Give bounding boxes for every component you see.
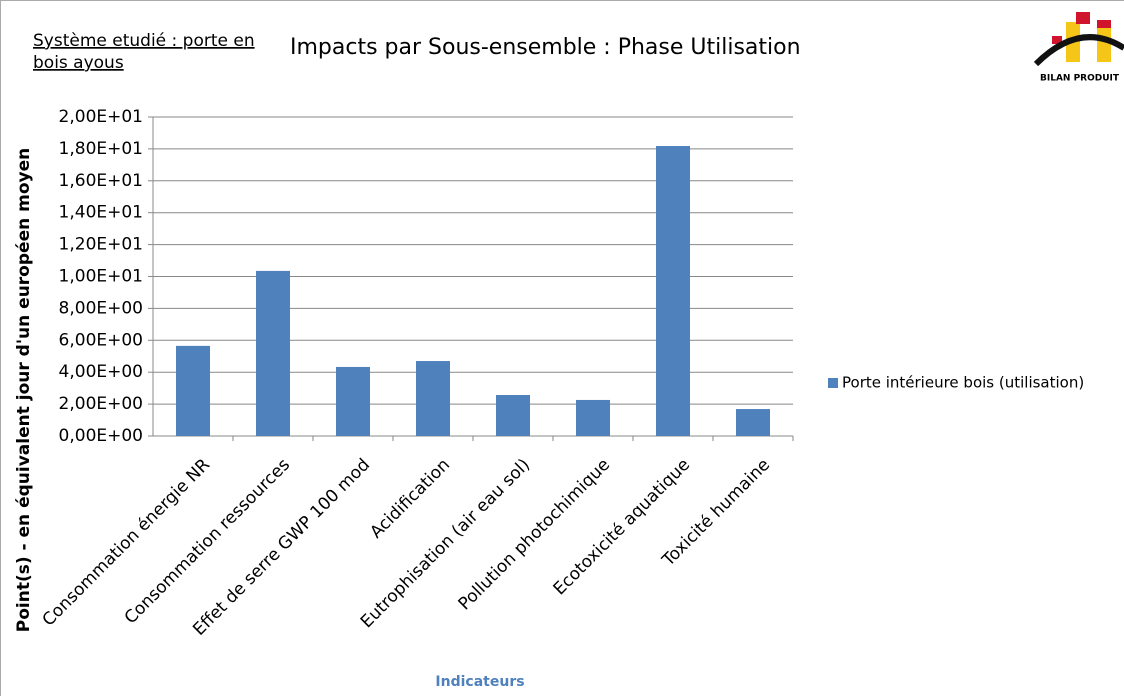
y-tick-label: 1,40E+01 (59, 203, 143, 223)
y-tick-label: 6,00E+00 (59, 330, 143, 350)
x-axis-label: Indicateurs (435, 674, 524, 690)
bar (256, 270, 290, 436)
bar (416, 361, 450, 436)
bar (736, 409, 770, 436)
annotation: Système etudié : porte en (33, 31, 255, 51)
bar (576, 399, 610, 436)
legend-label: Porte intérieure bois (utilisation) (842, 374, 1084, 392)
bar (336, 366, 370, 436)
logo-text: BILAN PRODUIT (1040, 74, 1120, 84)
y-tick-label: 1,00E+01 (59, 267, 143, 287)
x-tick-label: Consommation énergie NR (39, 455, 215, 631)
bar (496, 395, 530, 436)
y-tick-label: 8,00E+00 (59, 298, 143, 318)
logo: BILAN PRODUIT (1033, 12, 1124, 84)
x-tick-label: Eutrophisation (air eau sol) (357, 455, 534, 632)
chart-title: Impacts par Sous-ensemble : Phase Utilis… (290, 35, 801, 60)
y-tick-label: 1,20E+01 (59, 235, 143, 255)
y-tick-label: 1,60E+01 (59, 171, 143, 191)
legend-swatch (828, 378, 838, 388)
x-tick-label: Pollution photochimique (455, 455, 614, 614)
annotation: bois ayous (33, 53, 124, 73)
y-axis-label: Point(s) - en équivalent jour d'un europ… (14, 148, 34, 632)
y-tick-label: 2,00E+00 (59, 394, 143, 414)
x-tick-label: Consommation ressources (121, 455, 294, 628)
y-tick-label: 2,00E+01 (59, 107, 143, 127)
y-tick-label: 0,00E+00 (59, 426, 143, 446)
y-tick-label: 1,80E+01 (59, 139, 143, 159)
bar (176, 345, 210, 436)
y-tick-label: 4,00E+00 (59, 362, 143, 382)
x-tick-label: Ecotoxicité aquatique (550, 455, 694, 599)
x-tick-label: Effet de serre GWP 100 mod (189, 455, 374, 640)
x-tick-label: Acidification (366, 455, 454, 543)
bar (656, 146, 690, 437)
